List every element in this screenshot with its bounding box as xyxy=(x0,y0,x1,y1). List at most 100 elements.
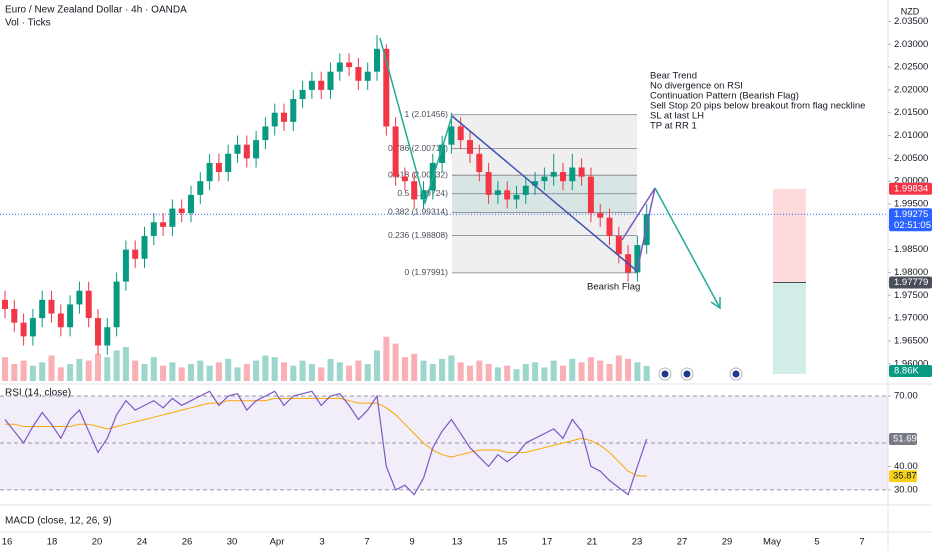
candle-body xyxy=(476,153,483,173)
price-tag xyxy=(889,276,932,289)
volume-bar xyxy=(643,365,650,381)
candle-body xyxy=(169,208,176,227)
trend-line xyxy=(451,115,638,272)
volume-bar xyxy=(20,360,27,381)
volume-bar xyxy=(346,365,353,381)
volume-bar xyxy=(439,358,446,381)
volume-bar xyxy=(76,358,83,381)
volume-bar xyxy=(188,364,194,381)
candle-body xyxy=(85,290,92,319)
y-tick-label: 2.00000 xyxy=(894,176,928,187)
flag-line xyxy=(621,187,656,241)
currency-label[interactable]: NZD xyxy=(901,6,920,16)
candle-body xyxy=(290,99,297,122)
x-tick-label: 23 xyxy=(632,537,643,548)
candle-body xyxy=(457,126,464,141)
candle-body xyxy=(383,48,390,127)
x-tick-label: 30 xyxy=(227,537,238,548)
candle-body xyxy=(485,172,492,195)
candle-body xyxy=(243,144,250,159)
candle-body xyxy=(336,62,343,72)
volume-label: Vol · Ticks xyxy=(5,18,51,29)
candle-body xyxy=(271,112,278,127)
candle-body xyxy=(374,48,380,72)
candle-body xyxy=(299,89,306,100)
candle-body xyxy=(67,304,74,328)
candle-body xyxy=(364,71,371,81)
candle-body xyxy=(188,194,194,214)
y-tick-label: 1.96000 xyxy=(894,358,928,369)
annotation: Continuation Pattern (Bearish Flag) xyxy=(650,91,799,102)
volume-bar xyxy=(522,364,529,381)
volume-bar xyxy=(374,350,380,381)
candle-body xyxy=(234,144,241,154)
flag-line xyxy=(636,187,656,272)
y-tick-label: 70.00 xyxy=(894,391,918,402)
volume-bar xyxy=(39,362,46,381)
x-tick-label: 16 xyxy=(2,537,13,548)
candle-body xyxy=(327,71,334,90)
volume-bar xyxy=(364,364,371,381)
value-tag-label: 35.87 xyxy=(893,471,917,482)
volume-tag-label: 8.86K xyxy=(894,366,919,377)
fib-label: 1 (2.01456) xyxy=(405,109,449,119)
chart-title: Euro / New Zealand Dollar · 4h · OANDA xyxy=(5,5,187,16)
volume-bar xyxy=(318,367,325,381)
candle-body xyxy=(439,144,446,163)
candle-body xyxy=(569,167,576,182)
x-tick-label: 3 xyxy=(319,537,324,548)
candle-body xyxy=(308,80,315,90)
x-tick-label: 9 xyxy=(409,537,414,548)
y-tick-label: 1.98000 xyxy=(894,267,928,278)
candle-body xyxy=(606,217,613,236)
volume-bar xyxy=(48,355,55,381)
volume-bar xyxy=(234,367,241,381)
macd-title: MACD (close, 12, 26, 9) xyxy=(5,516,112,527)
candle-body xyxy=(29,318,36,337)
candle-body xyxy=(113,281,120,328)
candle-body xyxy=(541,176,548,182)
candle-body xyxy=(346,62,353,68)
y-tick-label: 2.02000 xyxy=(894,84,928,95)
candle-body xyxy=(448,126,455,145)
volume-bar xyxy=(355,360,362,381)
candle-body xyxy=(39,299,46,319)
volume-bar xyxy=(113,350,120,381)
price-tag xyxy=(889,208,932,232)
y-tick-label: 1.97000 xyxy=(894,313,928,324)
y-tick-label: 2.03000 xyxy=(894,39,928,50)
rsi-line xyxy=(4,390,648,496)
y-tick-label: 2.01000 xyxy=(894,130,928,141)
volume-bar xyxy=(457,362,464,381)
volume-bar xyxy=(2,357,8,381)
volume-bar xyxy=(606,364,613,381)
candle-body xyxy=(206,162,213,182)
price-tag-label: 1.99834 xyxy=(894,183,928,194)
candle-body xyxy=(95,318,101,346)
volume-bar xyxy=(11,364,18,381)
volume-bar xyxy=(467,365,473,381)
volume-bar xyxy=(420,360,427,381)
candle-body xyxy=(355,67,362,81)
volume-bar xyxy=(597,360,604,381)
candle-body xyxy=(597,213,604,218)
candle-body xyxy=(76,290,83,305)
fib-label: 0.236 (1.98808) xyxy=(388,230,448,240)
x-tick-label: 17 xyxy=(542,537,553,548)
fib-label: 0 (1.97991) xyxy=(405,267,449,277)
candle-body xyxy=(132,249,139,259)
volume-bar xyxy=(392,343,399,381)
y-tick-label: 2.03500 xyxy=(894,16,928,27)
volume-bar xyxy=(550,360,557,381)
volume-bar xyxy=(290,365,297,381)
y-tick-label: 1.97500 xyxy=(894,290,928,301)
x-tick-label: 20 xyxy=(92,537,103,548)
price-tag-label: 1.99275 xyxy=(894,209,928,220)
x-tick-label: 7 xyxy=(364,537,369,548)
candle-body xyxy=(57,313,64,328)
candle-body xyxy=(2,299,8,309)
fib-label: 0.786 (2.00714) xyxy=(388,143,448,153)
value-tag xyxy=(889,470,917,483)
candle-body xyxy=(411,181,418,200)
